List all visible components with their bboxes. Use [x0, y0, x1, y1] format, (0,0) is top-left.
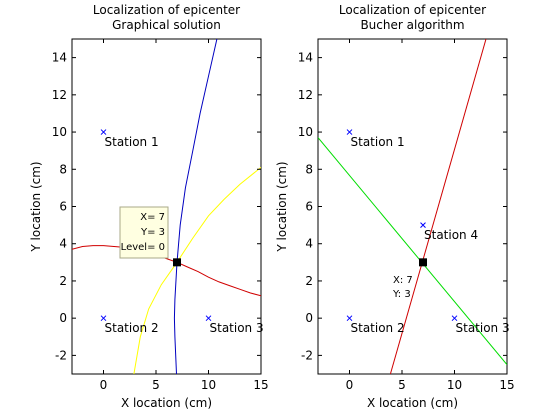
x-tick-label: 5	[152, 378, 160, 392]
y-tick-label: -2	[55, 348, 67, 362]
datatip: X= 7 Y= 3 Level= 0	[119, 206, 169, 259]
chart-title: Localization of epicenter	[339, 3, 486, 17]
station-marker	[346, 129, 353, 135]
station-label: Station 2	[351, 321, 405, 335]
chart-subtitle: Bucher algorithm	[360, 18, 464, 32]
series-line-blue	[173, 39, 218, 374]
y-tick-label: 6	[305, 200, 313, 214]
station-marker	[100, 315, 107, 322]
x-axis-label: X location (cm)	[367, 396, 458, 410]
x-tick-label: 10	[201, 378, 216, 392]
y-tick-label: 2	[59, 274, 67, 288]
series-line-red	[389, 39, 487, 374]
plot-content	[318, 39, 507, 374]
y-tick-label: 8	[305, 162, 313, 176]
station-marker	[100, 129, 107, 135]
station-label: Station 4	[424, 228, 478, 242]
x-tick-label: 0	[346, 378, 354, 392]
y-tick-label: 12	[298, 88, 313, 102]
y-tick-label: 0	[305, 311, 313, 325]
y-tick-label: 4	[59, 237, 67, 251]
y-tick-label: 6	[59, 200, 67, 214]
y-tick-label: 0	[59, 311, 67, 325]
plot-content	[72, 39, 261, 374]
x-tick-label: 0	[100, 378, 108, 392]
y-tick-label: 4	[305, 237, 313, 251]
series-line-yellow	[133, 167, 261, 374]
station-marker	[451, 315, 458, 322]
x-axis-label: X location (cm)	[121, 396, 212, 410]
station-label: Station 3	[456, 321, 510, 335]
y-tick-label: 12	[52, 88, 67, 102]
x-tick-label: 15	[253, 378, 268, 392]
datatip-y: Y= 3	[140, 227, 165, 238]
station-label: Station 3	[210, 321, 264, 335]
y-tick-label: 10	[298, 125, 313, 139]
y-axis-label: Y location (cm)	[29, 161, 43, 252]
y-tick-label: 14	[298, 51, 313, 65]
datatip-x: X= 7	[140, 212, 165, 223]
y-tick-label: -2	[301, 348, 313, 362]
y-tick-label: 14	[52, 51, 67, 65]
station-label: Station 2	[105, 321, 159, 335]
y-tick-label: 2	[305, 274, 313, 288]
series-line-green	[318, 137, 507, 366]
point-label-x: X: 7	[393, 275, 413, 286]
x-tick-label: 15	[499, 378, 514, 392]
chart-subtitle: Graphical solution	[112, 18, 221, 32]
datatip-level: Level= 0	[121, 242, 165, 253]
station-marker	[420, 222, 426, 228]
station-label: Station 1	[105, 135, 159, 149]
epicenter-marker	[419, 258, 427, 267]
x-tick-label: 10	[447, 378, 462, 392]
series-line-red	[72, 245, 261, 297]
y-axis-label: Y location (cm)	[275, 161, 289, 252]
station-marker	[346, 315, 353, 322]
y-tick-label: 8	[59, 162, 67, 176]
y-tick-label: 10	[52, 125, 67, 139]
station-label: Station 1	[351, 135, 405, 149]
chart-title: Localization of epicenter	[93, 3, 240, 17]
point-label-y: Y: 3	[392, 289, 411, 300]
epicenter-marker	[173, 258, 181, 267]
station-marker	[205, 315, 212, 322]
x-tick-label: 5	[398, 378, 406, 392]
datatip-box	[119, 206, 169, 259]
point-label: X: 7 Y: 3	[392, 275, 413, 300]
